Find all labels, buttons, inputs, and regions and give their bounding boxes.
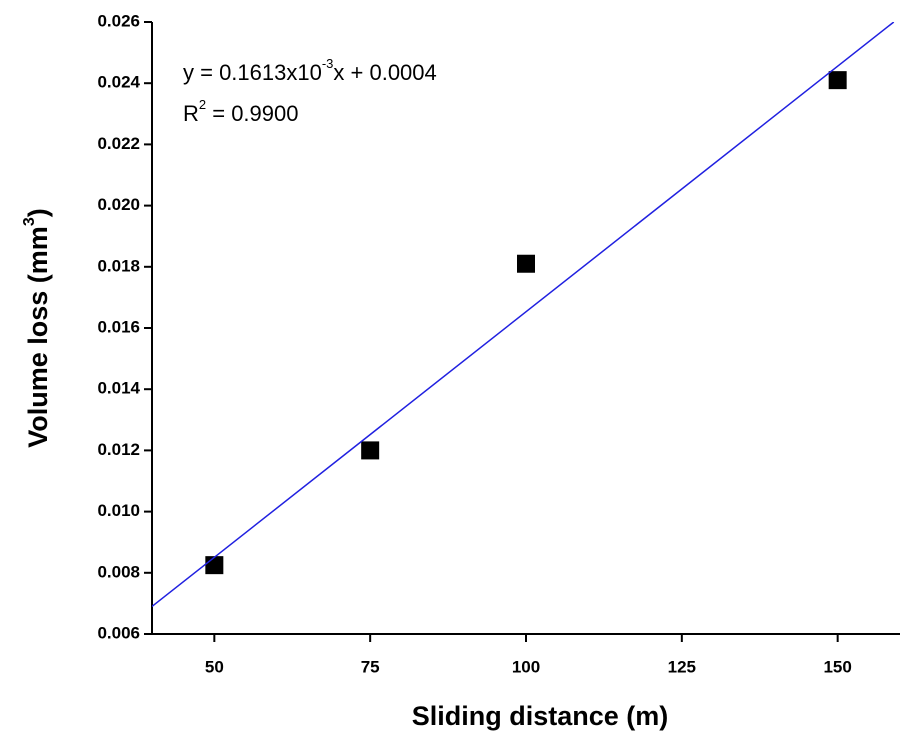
data-point [517,254,535,273]
fit-line [152,22,895,608]
y-tick-label: 0.006 [97,623,140,642]
y-label-sup: 3 [21,217,38,226]
r-sup: 2 [199,97,206,112]
x-tick-label: 100 [512,657,540,676]
y-axis-label: Volume loss (mm3) [21,208,53,447]
y-tick-label: 0.014 [97,379,140,398]
r-squared: R2 = 0.9900 [183,97,299,125]
data-point [205,556,224,575]
r-text: R [183,101,199,126]
y-tick-label: 0.016 [97,317,140,336]
y-tick-label: 0.010 [97,501,140,520]
data-point [361,441,380,460]
equation-text: y = 0.1613x10 [183,60,322,85]
y-tick-label: 0.008 [97,562,140,581]
equation: y = 0.1613x10-3x + 0.0004 [183,56,437,84]
data-point [828,71,847,90]
equation-end: x + 0.0004 [333,60,436,85]
y-tick-label: 0.020 [97,195,140,214]
x-tick-label: 150 [823,657,851,676]
y-tick-label: 0.022 [97,134,140,153]
x-tick-label: 125 [668,657,696,676]
y-label-end: ) [23,208,53,217]
y-label-text: Volume loss (mm [23,226,53,448]
y-tick-label: 0.012 [97,440,140,459]
plot-area [152,22,895,608]
x-tick-label: 50 [205,657,224,676]
x-tick-label: 75 [361,657,380,676]
x-axis-label: Sliding distance (m) [412,701,669,731]
r-end: = 0.9900 [206,101,298,126]
y-tick-label: 0.024 [97,73,140,92]
equation-sup: -3 [322,56,334,71]
y-tick-label: 0.018 [97,256,140,275]
y-tick-label: 0.026 [97,11,140,30]
